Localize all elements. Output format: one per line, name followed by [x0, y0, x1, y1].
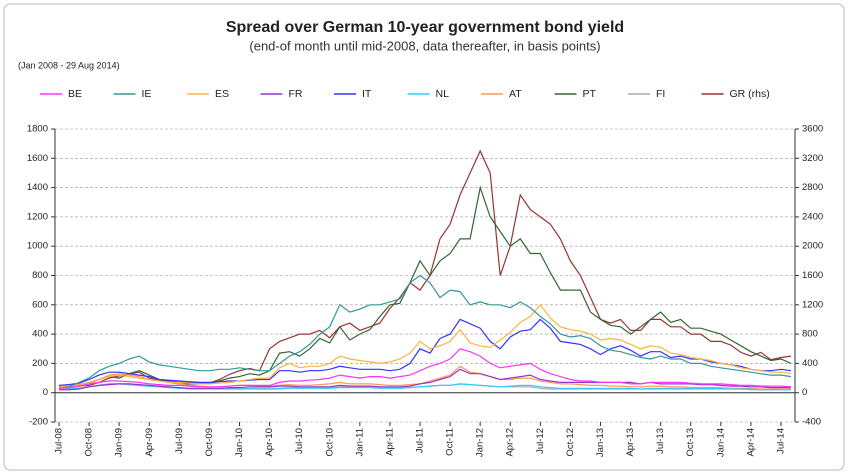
- y-tick-label: 200: [32, 358, 48, 369]
- y-tick-label: 600: [32, 299, 48, 310]
- x-tick-label: Oct-10: [324, 428, 335, 457]
- series-line: [58, 303, 792, 388]
- x-tick-label: Jul-09: [174, 428, 185, 454]
- y2-tick-label: -400: [802, 417, 821, 428]
- date-note: (Jan 2008 - 29 Aug 2014): [18, 60, 120, 70]
- x-tick-label: Oct-09: [204, 428, 215, 457]
- series-line: [58, 149, 792, 389]
- chart-title: Spread over German 10-year government bo…: [226, 19, 624, 36]
- x-tick-label: Jan-12: [475, 428, 486, 457]
- x-tick-label: Oct-13: [685, 428, 696, 457]
- series-line: [58, 318, 792, 386]
- x-tick-label: Jul-10: [294, 428, 305, 454]
- y2-tick-label: 2800: [802, 182, 823, 193]
- y2-tick-label: 2400: [802, 211, 823, 222]
- legend-label: FI: [656, 88, 665, 100]
- x-tick-label: Jul-14: [775, 428, 786, 454]
- y-tick-label: 1000: [27, 241, 48, 252]
- chart-subtitle: (end-of month until mid-2008, data there…: [249, 38, 600, 53]
- x-tick-label: Jul-13: [655, 428, 666, 454]
- chart-frame: [3, 3, 845, 471]
- legend-label: FR: [289, 88, 303, 100]
- series-line: [58, 348, 792, 389]
- x-tick-label: Apr-14: [745, 428, 756, 457]
- x-tick-label: Apr-13: [625, 428, 636, 457]
- y-tick-label: 1800: [27, 124, 48, 135]
- y-tick-label: 1200: [27, 211, 48, 222]
- y2-tick-label: 2000: [802, 241, 823, 252]
- x-tick-label: Oct-12: [565, 428, 576, 457]
- y-tick-label: 1400: [27, 182, 48, 193]
- y2-tick-label: 0: [802, 387, 807, 398]
- x-tick-label: Apr-09: [144, 428, 155, 457]
- x-tick-label: Jan-14: [715, 428, 726, 457]
- x-tick-label: Jul-11: [415, 428, 426, 453]
- y-tick-label: 0: [43, 387, 48, 398]
- series-line: [58, 365, 791, 390]
- y2-tick-label: 400: [802, 358, 818, 369]
- y2-tick-label: 1600: [802, 270, 823, 281]
- legend-label: NL: [436, 88, 450, 100]
- x-tick-label: Apr-11: [384, 428, 395, 456]
- y-tick-label: 800: [32, 270, 48, 281]
- x-tick-label: Jul-08: [54, 428, 65, 454]
- series-line: [59, 368, 791, 391]
- legend-label: AT: [509, 88, 522, 100]
- y-tick-label: 400: [32, 329, 48, 340]
- x-tick-label: Jan-11: [354, 428, 365, 456]
- x-tick-label: Oct-11: [445, 428, 456, 456]
- y-tick-label: 1600: [27, 153, 48, 164]
- series-line: [58, 383, 791, 391]
- x-tick-label: Apr-10: [264, 428, 275, 457]
- y2-tick-label: 1200: [802, 299, 823, 310]
- y2-tick-label: 800: [802, 329, 818, 340]
- legend-label: ES: [215, 88, 229, 100]
- legend-label: PT: [583, 88, 597, 100]
- y2-tick-label: 3200: [802, 153, 823, 164]
- legend-label: IE: [142, 88, 152, 100]
- series-line: [58, 274, 792, 389]
- legend-label: IT: [362, 88, 372, 100]
- y2-tick-label: 3600: [802, 124, 823, 135]
- x-tick-label: Jan-10: [234, 428, 245, 457]
- x-tick-label: Jan-09: [114, 428, 125, 457]
- x-tick-label: Jan-13: [595, 428, 606, 457]
- x-tick-label: Jul-12: [535, 428, 546, 454]
- legend-label: GR (rhs): [730, 88, 770, 100]
- legend-label: BE: [68, 88, 82, 100]
- x-tick-label: Apr-12: [505, 428, 516, 457]
- y-tick-label: -200: [29, 417, 48, 428]
- x-tick-label: Oct-08: [84, 428, 95, 457]
